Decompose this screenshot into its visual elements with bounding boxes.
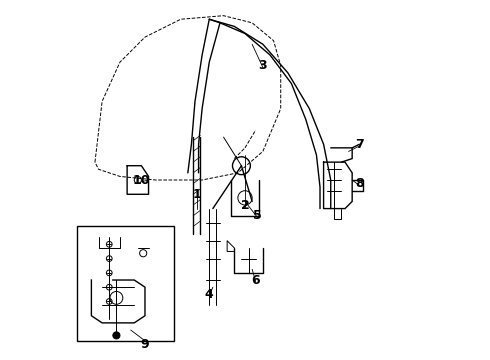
- Text: 7: 7: [355, 138, 364, 151]
- Text: 10: 10: [133, 174, 150, 186]
- Circle shape: [113, 332, 120, 339]
- FancyBboxPatch shape: [77, 226, 173, 341]
- Text: 9: 9: [141, 338, 149, 351]
- Text: 1: 1: [193, 188, 201, 201]
- Text: 3: 3: [259, 59, 267, 72]
- Text: 5: 5: [253, 209, 262, 222]
- Text: 6: 6: [251, 274, 260, 287]
- Text: 4: 4: [205, 288, 214, 301]
- Text: 2: 2: [241, 198, 249, 212]
- Text: 8: 8: [355, 177, 364, 190]
